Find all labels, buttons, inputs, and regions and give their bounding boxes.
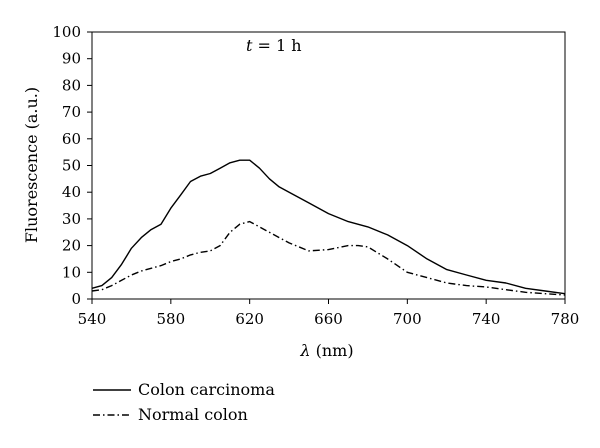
x-axis-title-unit: (nm) (311, 341, 354, 360)
x-axis-title: λ (nm) (299, 341, 353, 360)
y-tick-label: 80 (62, 76, 81, 94)
x-tick-label: 740 (472, 310, 501, 328)
x-tick-label: 660 (314, 310, 343, 328)
legend-label-1: Colon carcinoma (138, 380, 275, 399)
legend: Colon carcinoma Normal colon (93, 380, 275, 424)
y-tick-label: 20 (62, 237, 81, 255)
y-axis-title: Fluorescence (a.u.) (22, 87, 41, 243)
y-tick-label: 0 (71, 290, 81, 308)
x-tick-label: 620 (235, 310, 264, 328)
x-tick-label: 780 (551, 310, 580, 328)
y-tick-label: 60 (62, 130, 81, 148)
y-tick-label: 10 (62, 263, 81, 281)
x-tick-label: 700 (393, 310, 422, 328)
x-tick-label: 580 (157, 310, 186, 328)
y-tick-label: 30 (62, 210, 81, 228)
time-annotation-var: t (246, 36, 253, 55)
x-axis-title-var: λ (299, 341, 310, 360)
series-line-2 (91, 220, 566, 296)
y-tick-label: 100 (52, 23, 81, 41)
legend-label-2: Normal colon (138, 405, 248, 424)
y-tick-label: 40 (62, 183, 81, 201)
series-line-1 (91, 159, 566, 295)
time-annotation-eq: = 1 h (252, 36, 301, 55)
time-annotation: t = 1 h (246, 36, 302, 55)
y-tick-label: 70 (62, 103, 81, 121)
x-tick-label: 540 (78, 310, 107, 328)
y-tick-label: 50 (62, 157, 81, 175)
y-tick-label: 90 (62, 50, 81, 68)
plot-area (91, 31, 566, 300)
